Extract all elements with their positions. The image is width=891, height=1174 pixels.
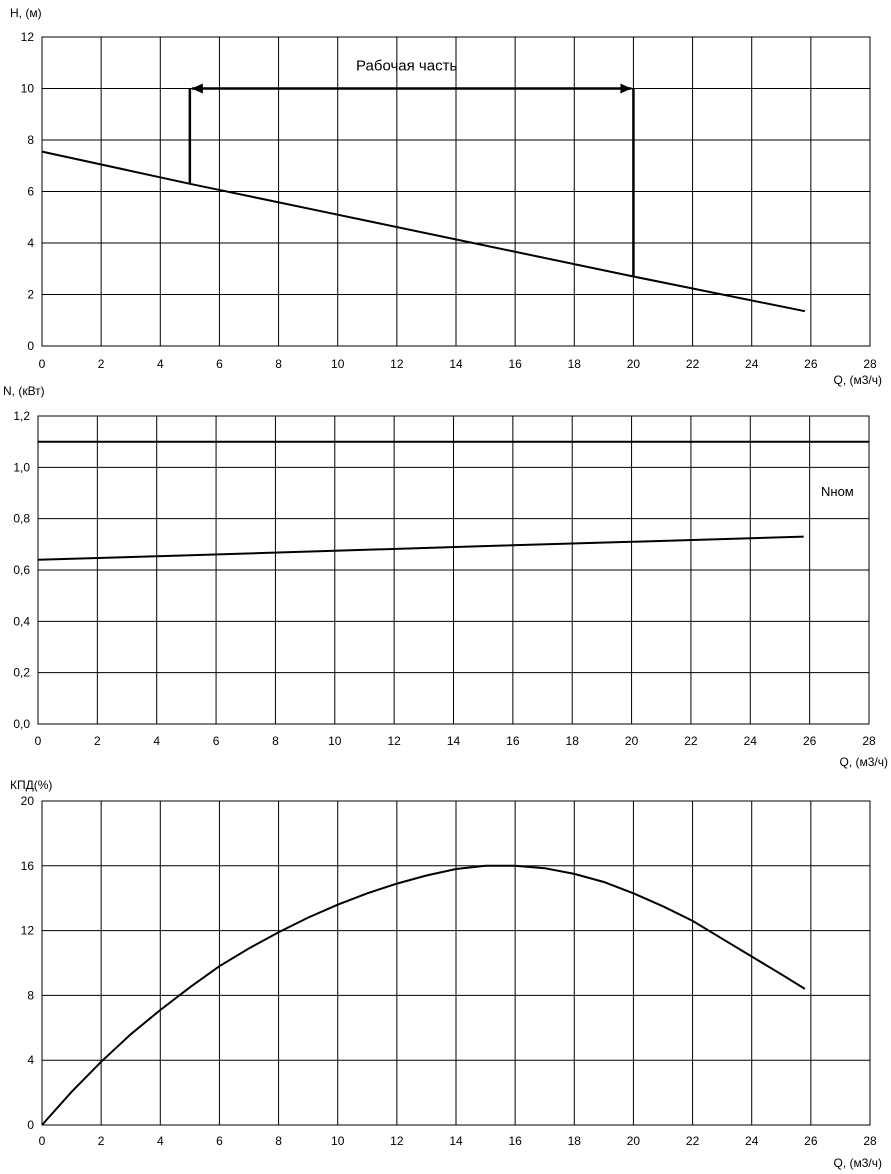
x-axis-label: Q, (м3/ч) xyxy=(833,1156,882,1170)
x-tick-label: 20 xyxy=(627,1134,641,1148)
y-tick-label: 0 xyxy=(27,1118,34,1132)
x-tick-label: 2 xyxy=(98,357,105,371)
x-tick-label: 24 xyxy=(745,357,759,371)
series-label: Nном xyxy=(821,484,854,499)
x-tick-label: 26 xyxy=(803,734,817,748)
x-tick-label: 6 xyxy=(213,734,220,748)
x-tick-label: 20 xyxy=(627,357,641,371)
plot-frame xyxy=(37,415,870,725)
x-tick-label: 22 xyxy=(684,734,698,748)
x-tick-label: 2 xyxy=(98,1134,105,1148)
x-tick-label: 26 xyxy=(804,1134,818,1148)
x-tick-label: 10 xyxy=(328,734,342,748)
y-tick-label: 8 xyxy=(27,988,34,1002)
x-tick-label: 16 xyxy=(506,734,520,748)
y-tick-label: 0,0 xyxy=(13,717,30,731)
x-tick-label: 6 xyxy=(216,357,223,371)
plot-frame xyxy=(41,800,871,1126)
y-tick-label: 6 xyxy=(27,185,34,199)
x-tick-label: 28 xyxy=(862,734,876,748)
efficiency-chart: 0 2 4 6 8 10 12 14 16 18 20 22 24 26 28048121620КПД(%)… xyxy=(10,778,882,1170)
working-range-label: Рабочая часть xyxy=(356,58,457,75)
x-tick-label: 16 xyxy=(508,357,522,371)
x-tick-label: 12 xyxy=(390,1134,404,1148)
y-tick-label: 0,4 xyxy=(13,614,30,628)
x-tick-label: 8 xyxy=(272,734,279,748)
x-axis-label: Q, (м3/ч) xyxy=(833,373,882,387)
x-tick-label: 10 xyxy=(331,1134,345,1148)
y-axis-label: КПД(%) xyxy=(10,778,52,792)
x-tick-label: 4 xyxy=(153,734,160,748)
x-tick-label: 24 xyxy=(744,734,758,748)
x-tick-label: 18 xyxy=(568,1134,582,1148)
x-tick-label: 14 xyxy=(449,1134,463,1148)
y-tick-label: 20 xyxy=(21,794,35,808)
x-tick-label: 22 xyxy=(686,1134,700,1148)
y-tick-label: 0 xyxy=(27,339,34,353)
y-tick-label: 1,2 xyxy=(13,409,30,423)
y-tick-label: 0,8 xyxy=(13,512,30,526)
x-tick-label: 20 xyxy=(625,734,639,748)
y-tick-label: 12 xyxy=(21,924,35,938)
x-tick-label: 24 xyxy=(745,1134,759,1148)
performance-curve xyxy=(41,864,806,1126)
y-tick-label: 16 xyxy=(21,859,35,873)
x-tick-label: 10 xyxy=(331,357,345,371)
x-tick-label: 8 xyxy=(275,1134,282,1148)
x-tick-label: 4 xyxy=(157,357,164,371)
x-tick-label: 6 xyxy=(216,1134,223,1148)
x-tick-label: 14 xyxy=(449,357,463,371)
x-tick-label: 8 xyxy=(275,357,282,371)
x-tick-label: 0 xyxy=(35,734,42,748)
x-tick-label: 14 xyxy=(447,734,461,748)
x-tick-label: 12 xyxy=(387,734,401,748)
performance-curve xyxy=(41,150,806,313)
x-tick-label: 22 xyxy=(686,357,700,371)
y-tick-label: 10 xyxy=(21,82,35,96)
y-tick-label: 4 xyxy=(27,236,34,250)
x-tick-label: 12 xyxy=(390,357,404,371)
x-tick-label: 26 xyxy=(804,357,818,371)
x-tick-label: 0 xyxy=(39,357,46,371)
plot-frame xyxy=(41,36,871,347)
x-tick-label: 18 xyxy=(568,357,582,371)
x-tick-label: 16 xyxy=(508,1134,522,1148)
power-chart: 0 2 4 6 8 10 12 14 16 18 20 22 24 26 280,00,20,40,60,8… xyxy=(3,384,888,769)
y-tick-label: 12 xyxy=(21,30,35,44)
x-tick-label: 2 xyxy=(94,734,101,748)
y-tick-label: 1,0 xyxy=(13,460,30,474)
arrow-left-icon xyxy=(191,83,203,94)
y-axis-label: N, (кВт) xyxy=(3,384,45,398)
x-axis-label: Q, (м3/ч) xyxy=(839,755,888,769)
x-tick-label: 0 xyxy=(39,1134,46,1148)
arrow-right-icon xyxy=(620,83,632,94)
x-tick-label: 4 xyxy=(157,1134,164,1148)
y-tick-label: 8 xyxy=(27,133,34,147)
x-tick-label: 18 xyxy=(566,734,580,748)
y-axis-label: H, (м) xyxy=(10,6,42,20)
y-tick-label: 0,2 xyxy=(13,666,30,680)
performance-curve xyxy=(37,535,804,561)
y-tick-label: 2 xyxy=(27,288,34,302)
x-tick-label: 28 xyxy=(863,1134,877,1148)
y-tick-label: 4 xyxy=(27,1053,34,1067)
y-tick-label: 0,6 xyxy=(13,563,30,577)
x-tick-label: 28 xyxy=(863,357,877,371)
